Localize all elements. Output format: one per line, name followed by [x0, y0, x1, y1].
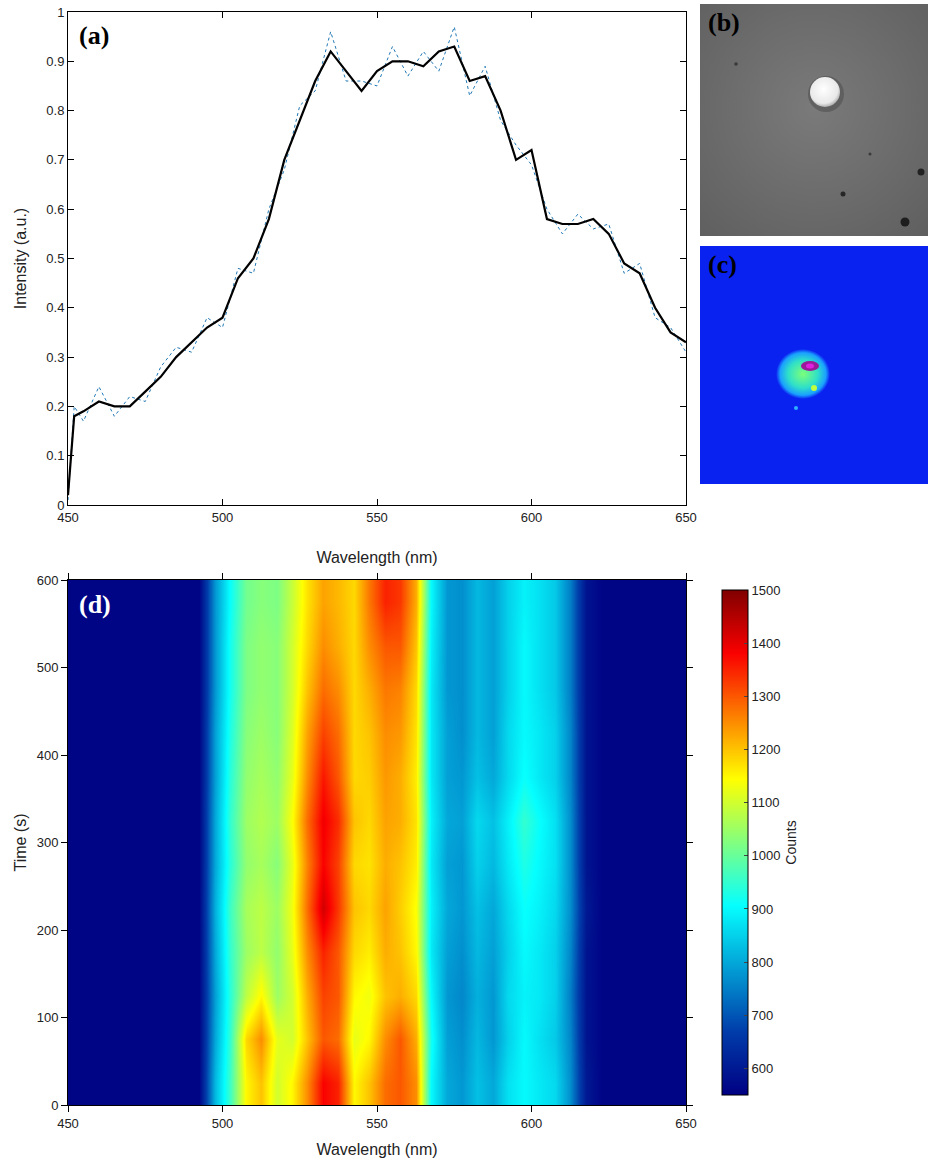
svg-text:0.2: 0.2	[46, 399, 64, 414]
svg-text:900: 900	[752, 902, 774, 917]
svg-text:0.1: 0.1	[46, 448, 64, 463]
svg-text:500: 500	[37, 660, 59, 675]
svg-text:400: 400	[37, 748, 59, 763]
svg-text:0.7: 0.7	[46, 152, 64, 167]
svg-text:0: 0	[57, 498, 64, 513]
svg-text:450: 450	[57, 1116, 79, 1131]
svg-text:0.5: 0.5	[46, 251, 64, 266]
svg-text:700: 700	[752, 1008, 774, 1023]
html-text:(b): (b)	[708, 8, 740, 37]
svg-text:Wavelength (nm): Wavelength (nm)	[316, 1141, 437, 1158]
html-text:(c): (c)	[708, 250, 737, 279]
svg-text:550: 550	[366, 1116, 388, 1131]
svg-text:300: 300	[37, 835, 59, 850]
svg-text:(d): (d)	[79, 590, 111, 619]
svg-text:1400: 1400	[752, 636, 781, 651]
svg-text:(a): (a)	[79, 21, 109, 50]
svg-text:500: 500	[212, 510, 234, 525]
svg-text:600: 600	[521, 510, 543, 525]
svg-text:600: 600	[37, 573, 59, 588]
svg-text:550: 550	[366, 510, 388, 525]
svg-text:600: 600	[752, 1061, 774, 1076]
svg-text:450: 450	[57, 510, 79, 525]
svg-text:650: 650	[675, 510, 697, 525]
svg-text:0.4: 0.4	[46, 300, 64, 315]
svg-text:650: 650	[675, 1116, 697, 1131]
svg-text:0.8: 0.8	[46, 103, 64, 118]
svg-text:Counts: Counts	[783, 820, 799, 864]
svg-text:1200: 1200	[752, 742, 781, 757]
svg-text:500: 500	[212, 1116, 234, 1131]
svg-text:100: 100	[37, 1010, 59, 1025]
svg-text:0.6: 0.6	[46, 202, 64, 217]
svg-text:600: 600	[521, 1116, 543, 1131]
svg-text:Time (s): Time (s)	[12, 813, 29, 871]
svg-text:0.9: 0.9	[46, 54, 64, 69]
svg-text:200: 200	[37, 923, 59, 938]
svg-text:Wavelength (nm): Wavelength (nm)	[316, 549, 437, 566]
svg-text:0: 0	[51, 1098, 58, 1113]
svg-text:0.3: 0.3	[46, 350, 64, 365]
svg-text:1100: 1100	[752, 795, 780, 810]
svg-text:1300: 1300	[752, 689, 781, 704]
svg-text:Intensity (a.u.): Intensity (a.u.)	[12, 208, 29, 309]
svg-text:1000: 1000	[752, 848, 781, 863]
svg-text:1: 1	[57, 5, 64, 20]
svg-text:800: 800	[752, 955, 774, 970]
svg-text:1500: 1500	[752, 583, 781, 598]
